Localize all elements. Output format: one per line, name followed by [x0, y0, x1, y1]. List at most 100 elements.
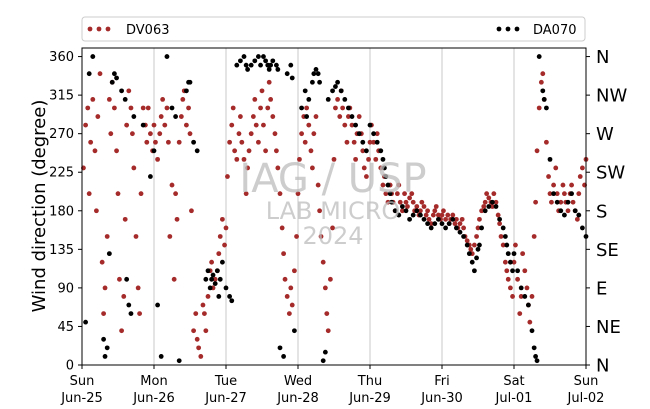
x-tick-day: Sat	[503, 374, 524, 389]
data-point-DA070	[205, 268, 211, 274]
data-point-DV063	[397, 199, 403, 205]
data-point-DA070	[245, 67, 251, 72]
data-point-DA070	[436, 216, 441, 222]
data-point-DA070	[126, 302, 132, 308]
data-point-DV063	[299, 131, 304, 137]
data-point-DA070	[497, 216, 502, 222]
data-point-DV063	[423, 212, 429, 218]
data-point-DV063	[83, 122, 88, 128]
data-point-DV063	[151, 122, 157, 128]
data-point-DA070	[374, 139, 380, 145]
data-point-DV063	[430, 212, 436, 218]
data-point-DA070	[83, 319, 88, 325]
data-point-DV063	[410, 199, 416, 205]
data-point-DA070	[508, 259, 513, 265]
data-point-DV063	[536, 105, 542, 111]
data-point-DA070	[191, 139, 197, 145]
legend-label-DA070: DA070	[533, 23, 577, 38]
data-point-DV063	[238, 114, 243, 119]
data-point-DV063	[349, 122, 355, 128]
data-point-DA070	[356, 131, 362, 137]
series-DV063	[81, 71, 589, 359]
y-tick-label: 0	[66, 359, 74, 374]
data-point-DA070	[241, 54, 247, 59]
data-point-DV063	[457, 221, 463, 227]
data-point-DA070	[284, 71, 290, 77]
data-point-DV063	[148, 131, 153, 137]
data-point-DA070	[164, 54, 170, 59]
data-point-DA070	[515, 268, 520, 274]
data-point-DA070	[346, 105, 351, 111]
data-point-DV063	[394, 191, 400, 197]
data-point-DV063	[479, 208, 484, 214]
data-point-DV063	[560, 182, 566, 188]
data-point-DV063	[164, 105, 170, 111]
data-point-DA070	[106, 251, 112, 257]
data-point-DA070	[128, 311, 134, 316]
data-point-DV063	[153, 139, 158, 145]
data-point-DA070	[310, 79, 315, 85]
data-point-DA070	[364, 148, 369, 154]
axes: 04590135180225270315360NNEESESSWWNWNSunJ…	[49, 47, 627, 406]
data-point-DV063	[160, 97, 166, 102]
x-tick-date: Jun-26	[132, 391, 175, 406]
data-point-DA070	[385, 182, 391, 188]
data-point-DA070	[371, 131, 376, 137]
x-tick-day: Wed	[284, 374, 312, 389]
data-point-DA070	[562, 212, 567, 218]
data-point-DA070	[315, 71, 321, 77]
data-point-DA070	[330, 88, 335, 94]
data-point-DA070	[544, 105, 549, 111]
data-point-DV063	[360, 148, 366, 154]
x-tick-day: Fri	[434, 374, 450, 389]
data-point-DA070	[256, 54, 261, 59]
data-point-DA070	[551, 191, 556, 197]
data-point-DV063	[409, 191, 415, 197]
data-point-DV063	[275, 165, 281, 171]
data-point-DA070	[482, 208, 488, 214]
data-point-DA070	[461, 234, 466, 239]
data-point-DA070	[210, 272, 216, 278]
data-point-DV063	[88, 139, 94, 145]
data-point-DV063	[402, 191, 407, 197]
data-point-DV063	[565, 208, 571, 214]
data-point-DV063	[425, 208, 430, 214]
data-point-DA070	[109, 79, 115, 85]
data-point-DV063	[292, 268, 297, 274]
data-point-DV063	[145, 105, 151, 111]
data-point-DA070	[243, 62, 249, 68]
data-point-DV063	[418, 208, 423, 214]
y-tick-label: 45	[57, 320, 74, 335]
data-point-DA070	[216, 294, 222, 299]
data-point-DA070	[500, 225, 506, 231]
data-point-DA070	[534, 358, 540, 364]
data-point-DV063	[194, 336, 200, 342]
data-point-DV063	[117, 276, 122, 282]
x-tick-day: Sun	[574, 374, 599, 389]
data-point-DV063	[356, 114, 362, 119]
data-point-DA070	[184, 88, 189, 94]
data-point-DA070	[214, 268, 220, 274]
data-point-DV063	[428, 221, 434, 227]
data-point-DA070	[466, 251, 472, 257]
data-point-DA070	[277, 345, 283, 351]
data-point-DV063	[439, 212, 445, 218]
data-point-DV063	[374, 131, 380, 137]
data-point-DA070	[266, 67, 272, 72]
data-point-DA070	[90, 54, 96, 59]
data-point-DV063	[306, 122, 312, 128]
data-point-DV063	[86, 191, 92, 197]
data-point-DV063	[176, 139, 182, 145]
data-point-DV063	[234, 156, 240, 162]
compass-label: SW	[596, 163, 625, 184]
data-point-DV063	[385, 199, 391, 205]
data-point-DV063	[443, 216, 448, 222]
data-point-DV063	[504, 268, 510, 274]
data-point-DA070	[396, 212, 402, 218]
data-point-DV063	[216, 251, 222, 257]
data-point-DV063	[574, 216, 580, 222]
data-point-DV063	[212, 276, 218, 282]
legend: DV063 DA070	[81, 16, 586, 42]
compass-label: W	[596, 124, 614, 145]
data-point-DV063	[310, 165, 315, 171]
